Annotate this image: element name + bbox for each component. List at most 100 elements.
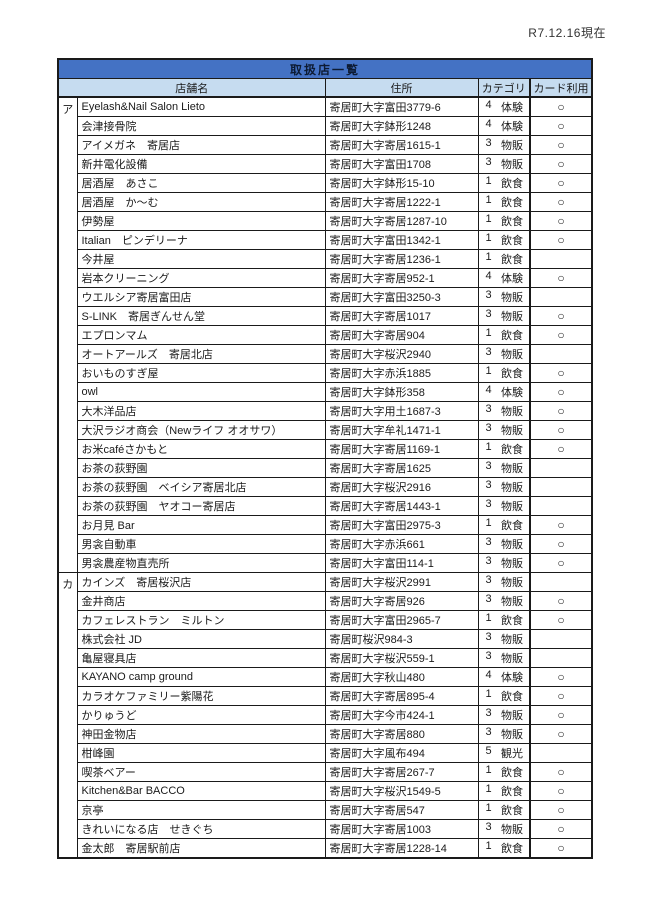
category-cell: 1 飲食 xyxy=(477,610,531,630)
table-row: owl 寄居町大字鉢形358 4 体験 ○ xyxy=(58,382,593,402)
table-row: カフェレストラン ミルトン 寄居町大字富田2965-7 1 飲食 ○ xyxy=(58,610,593,630)
address-cell: 寄居町大字秋山480 xyxy=(324,667,479,687)
card-usage-cell: ○ xyxy=(528,610,593,630)
store-name-cell: かりゅうど xyxy=(76,705,326,725)
category-label: 飲食 xyxy=(501,368,523,380)
category-number: 1 xyxy=(485,175,492,187)
table-title-row: 取扱店一覧 xyxy=(57,58,593,79)
store-name-cell: 新井電化設備 xyxy=(76,154,326,174)
store-name-cell: Eyelash&Nail Salon Lieto xyxy=(76,96,326,117)
store-name-cell: Italian ピンデリーナ xyxy=(76,230,326,250)
address-cell: 寄居町大字寄居267-7 xyxy=(324,762,479,782)
store-name-cell: 伊勢屋 xyxy=(76,211,326,231)
table-row: 大木洋品店 寄居町大字用土1687-3 3 物販 ○ xyxy=(58,401,593,421)
category-label: 飲食 xyxy=(501,197,523,209)
group-index-cell: ア xyxy=(57,96,78,573)
table-row: オートアールズ 寄居北店 寄居町大字桜沢2940 3 物販 xyxy=(58,344,593,364)
store-name-cell: お茶の荻野園 ベイシア寄居北店 xyxy=(76,477,326,497)
table-row: 新井電化設備 寄居町大字富田1708 3 物販 ○ xyxy=(58,154,593,174)
card-usage-cell xyxy=(528,743,593,763)
category-number: 3 xyxy=(485,574,492,586)
category-label: 体験 xyxy=(501,102,523,114)
category-label: 飲食 xyxy=(501,786,523,798)
store-name-cell: 京亭 xyxy=(76,800,326,820)
category-number: 4 xyxy=(485,118,492,130)
category-cell: 4 体験 xyxy=(477,96,531,117)
table-row: KAYANO camp ground 寄居町大字秋山480 4 体験 ○ xyxy=(58,667,593,687)
address-cell: 寄居町大字寄居1017 xyxy=(324,306,479,326)
category-label: 飲食 xyxy=(501,520,523,532)
category-label: 物販 xyxy=(501,577,523,589)
category-number: 3 xyxy=(485,555,492,567)
address-cell: 寄居町大字寄居1169-1 xyxy=(324,439,479,459)
card-usage-cell: ○ xyxy=(528,762,593,782)
store-name-cell: 大木洋品店 xyxy=(76,401,326,421)
table-row: カカインズ 寄居桜沢店 寄居町大字桜沢2991 3 物販 xyxy=(57,572,593,859)
address-cell: 寄居町大字寄居1228-14 xyxy=(324,838,479,859)
store-name-cell: カインズ 寄居桜沢店 xyxy=(76,572,326,592)
category-label: 体験 xyxy=(501,121,523,133)
category-number: 1 xyxy=(485,232,492,244)
category-cell: 1 飲食 xyxy=(477,800,531,820)
category-cell: 3 物販 xyxy=(477,819,531,839)
address-cell: 寄居町大字鉢形15-10 xyxy=(324,173,479,193)
category-cell: 3 物販 xyxy=(477,591,531,611)
store-name-cell: お茶の荻野園 xyxy=(76,458,326,478)
category-number: 1 xyxy=(485,213,492,225)
table-row: 今井屋 寄居町大字寄居1236-1 1 飲食 xyxy=(58,249,593,269)
address-cell: 寄居町大字富田2975-3 xyxy=(324,515,479,535)
table-row: おいものすぎ屋 寄居町大字赤浜1885 1 飲食 ○ xyxy=(58,363,593,383)
category-label: 飲食 xyxy=(501,615,523,627)
category-label: 観光 xyxy=(501,748,523,760)
address-cell: 寄居町大字寄居1615-1 xyxy=(324,135,479,155)
store-name-cell: 男衾農産物直売所 xyxy=(76,553,326,573)
table-row: きれいになる店 せきぐち 寄居町大字寄居1003 3 物販 ○ xyxy=(58,819,593,839)
store-name-cell: KAYANO camp ground xyxy=(76,667,326,687)
category-cell: 1 飲食 xyxy=(477,762,531,782)
category-label: 飲食 xyxy=(501,254,523,266)
card-usage-cell xyxy=(528,344,593,364)
card-usage-cell xyxy=(528,287,593,307)
card-usage-cell xyxy=(528,477,593,497)
card-usage-cell: ○ xyxy=(528,306,593,326)
address-cell: 寄居町大字富田3250-3 xyxy=(324,287,479,307)
category-number: 3 xyxy=(485,289,492,301)
category-cell: 4 体験 xyxy=(477,667,531,687)
category-cell: 3 物販 xyxy=(477,553,531,573)
table-row: ウエルシア寄居富田店 寄居町大字富田3250-3 3 物販 xyxy=(58,287,593,307)
card-usage-cell: ○ xyxy=(528,420,593,440)
address-cell: 寄居町大字富田1708 xyxy=(324,154,479,174)
category-number: 3 xyxy=(485,593,492,605)
category-label: 飲食 xyxy=(501,235,523,247)
card-usage-cell xyxy=(528,572,593,592)
col-header-store-name: 店舗名 xyxy=(57,78,326,98)
category-cell: 3 物販 xyxy=(477,420,531,440)
card-usage-cell: ○ xyxy=(528,401,593,421)
category-cell: 1 飲食 xyxy=(477,192,531,212)
store-name-cell: お茶の荻野園 ヤオコー寄居店 xyxy=(76,496,326,516)
category-label: 物販 xyxy=(501,349,523,361)
card-usage-cell: ○ xyxy=(528,724,593,744)
card-usage-cell: ○ xyxy=(528,705,593,725)
address-cell: 寄居町大字寄居1003 xyxy=(324,819,479,839)
category-cell: 3 物販 xyxy=(477,306,531,326)
address-cell: 寄居町大字牟礼1471-1 xyxy=(324,420,479,440)
category-cell: 1 飲食 xyxy=(477,211,531,231)
category-number: 3 xyxy=(485,308,492,320)
category-number: 1 xyxy=(485,517,492,529)
category-label: 物販 xyxy=(501,140,523,152)
store-name-cell: 柑峰園 xyxy=(76,743,326,763)
store-name-cell: 株式会社 JD xyxy=(76,629,326,649)
category-number: 1 xyxy=(485,327,492,339)
address-cell: 寄居町大字寄居1236-1 xyxy=(324,249,479,269)
card-usage-cell: ○ xyxy=(528,382,593,402)
category-number: 1 xyxy=(485,688,492,700)
category-cell: 3 物販 xyxy=(477,287,531,307)
category-number: 4 xyxy=(485,99,492,111)
category-label: 飲食 xyxy=(501,216,523,228)
address-cell: 寄居町大字富田1342-1 xyxy=(324,230,479,250)
category-number: 3 xyxy=(485,650,492,662)
store-name-cell: 喫茶ベアー xyxy=(76,762,326,782)
category-cell: 5 観光 xyxy=(477,743,531,763)
category-cell: 3 物販 xyxy=(477,648,531,668)
